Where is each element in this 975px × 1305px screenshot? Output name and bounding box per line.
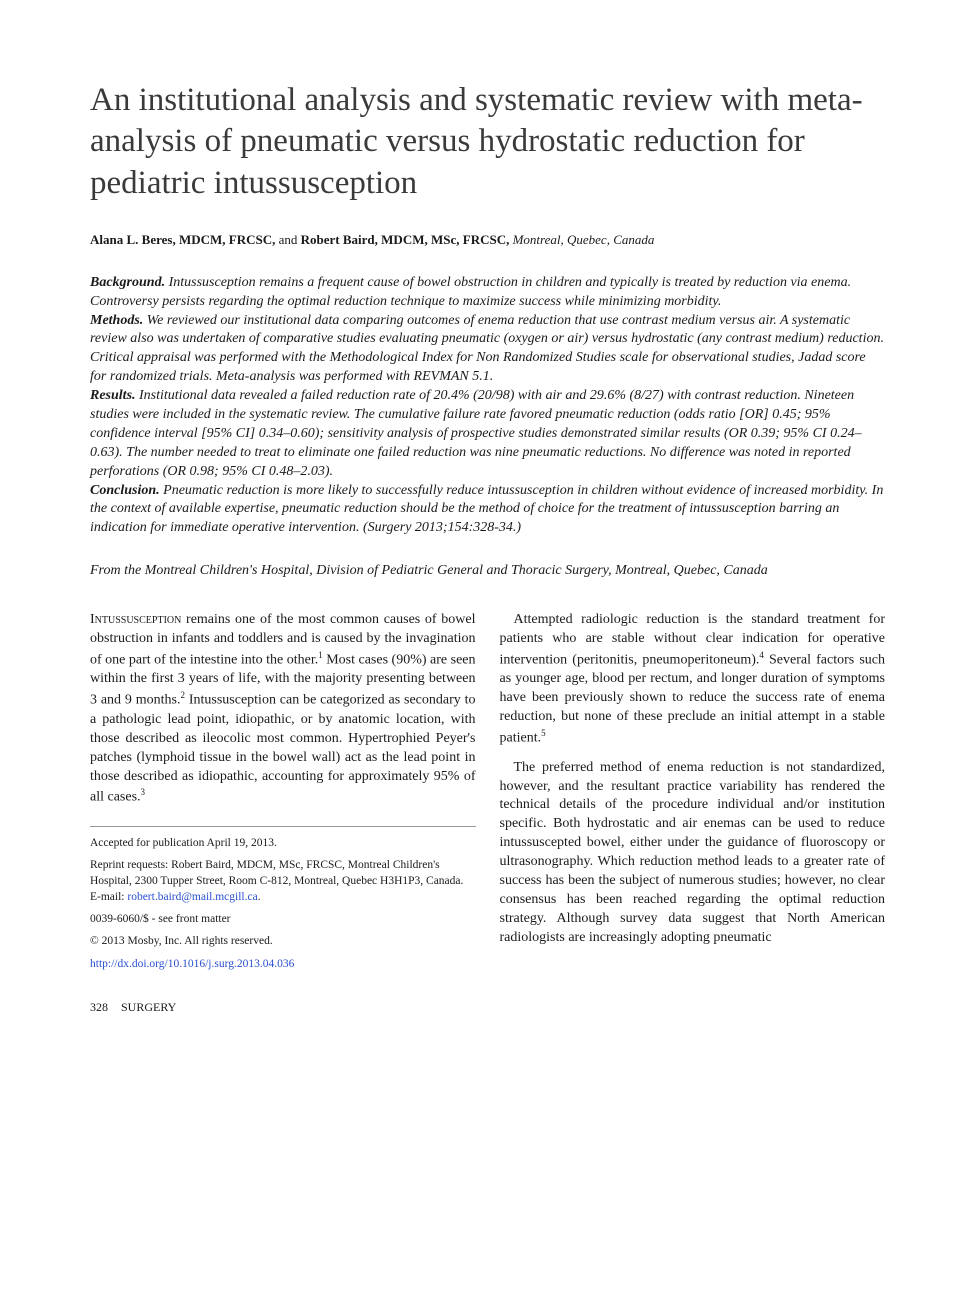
right-column: Attempted radiologic reduction is the st… bbox=[500, 611, 886, 978]
page-footer: 328 SURGERY bbox=[90, 1000, 885, 1015]
abstract-results-label: Results. bbox=[90, 388, 136, 403]
article-title: An institutional analysis and systematic… bbox=[90, 80, 885, 204]
abstract-background-label: Background. bbox=[90, 275, 165, 290]
body-para-2: Attempted radiologic reduction is the st… bbox=[500, 611, 886, 749]
abstract-background-text: Intussusception remains a frequent cause… bbox=[90, 275, 851, 309]
page-number: 328 bbox=[90, 1000, 108, 1015]
lead-word: Intussusception bbox=[90, 612, 181, 627]
abstract-conclusion-text: Pneumatic reduction is more likely to su… bbox=[90, 483, 883, 536]
ref-3: 3 bbox=[141, 787, 146, 797]
author-line: Alana L. Beres, MDCM, FRCSC, and Robert … bbox=[90, 232, 885, 248]
author-1: Alana L. Beres, MDCM, FRCSC, bbox=[90, 232, 275, 247]
footnote-doi: http://dx.doi.org/10.1016/j.surg.2013.04… bbox=[90, 956, 476, 972]
abstract-results-text: Institutional data revealed a failed red… bbox=[90, 388, 862, 479]
affiliation: From the Montreal Children's Hospital, D… bbox=[90, 562, 885, 581]
abstract-methods-text: We reviewed our institutional data compa… bbox=[90, 313, 884, 385]
abstract-methods: Methods. We reviewed our institutional d… bbox=[90, 312, 885, 388]
abstract-block: Background. Intussusception remains a fr… bbox=[90, 274, 885, 538]
footnote-reprint: Reprint requests: Robert Baird, MDCM, MS… bbox=[90, 857, 476, 905]
abstract-results: Results. Institutional data revealed a f… bbox=[90, 387, 885, 481]
body-p1-c: Intussusception can be categorized as se… bbox=[90, 693, 476, 805]
abstract-conclusion-label: Conclusion. bbox=[90, 483, 160, 498]
abstract-conclusion: Conclusion. Pneumatic reduction is more … bbox=[90, 482, 885, 539]
body-columns: Intussusception remains one of the most … bbox=[90, 611, 885, 978]
abstract-background: Background. Intussusception remains a fr… bbox=[90, 274, 885, 312]
author-2: Robert Baird, MDCM, MSc, FRCSC, bbox=[301, 232, 510, 247]
footnote-accepted: Accepted for publication April 19, 2013. bbox=[90, 835, 476, 851]
footnote-issn: 0039-6060/$ - see front matter bbox=[90, 911, 476, 927]
doi-link[interactable]: http://dx.doi.org/10.1016/j.surg.2013.04… bbox=[90, 958, 294, 970]
author-location: Montreal, Quebec, Canada bbox=[509, 232, 654, 247]
reprint-post: . bbox=[258, 891, 261, 903]
body-para-3: The preferred method of enema reduction … bbox=[500, 759, 886, 948]
body-para-1: Intussusception remains one of the most … bbox=[90, 611, 476, 808]
ref-5: 5 bbox=[541, 728, 546, 738]
footnote-copyright: © 2013 Mosby, Inc. All rights reserved. bbox=[90, 933, 476, 949]
journal-name: SURGERY bbox=[121, 1000, 176, 1015]
abstract-methods-label: Methods. bbox=[90, 313, 143, 328]
author-connector: and bbox=[275, 232, 300, 247]
footnotes-block: Accepted for publication April 19, 2013.… bbox=[90, 826, 476, 972]
reprint-email-link[interactable]: robert.baird@mail.mcgill.ca bbox=[127, 891, 257, 903]
left-column: Intussusception remains one of the most … bbox=[90, 611, 476, 978]
